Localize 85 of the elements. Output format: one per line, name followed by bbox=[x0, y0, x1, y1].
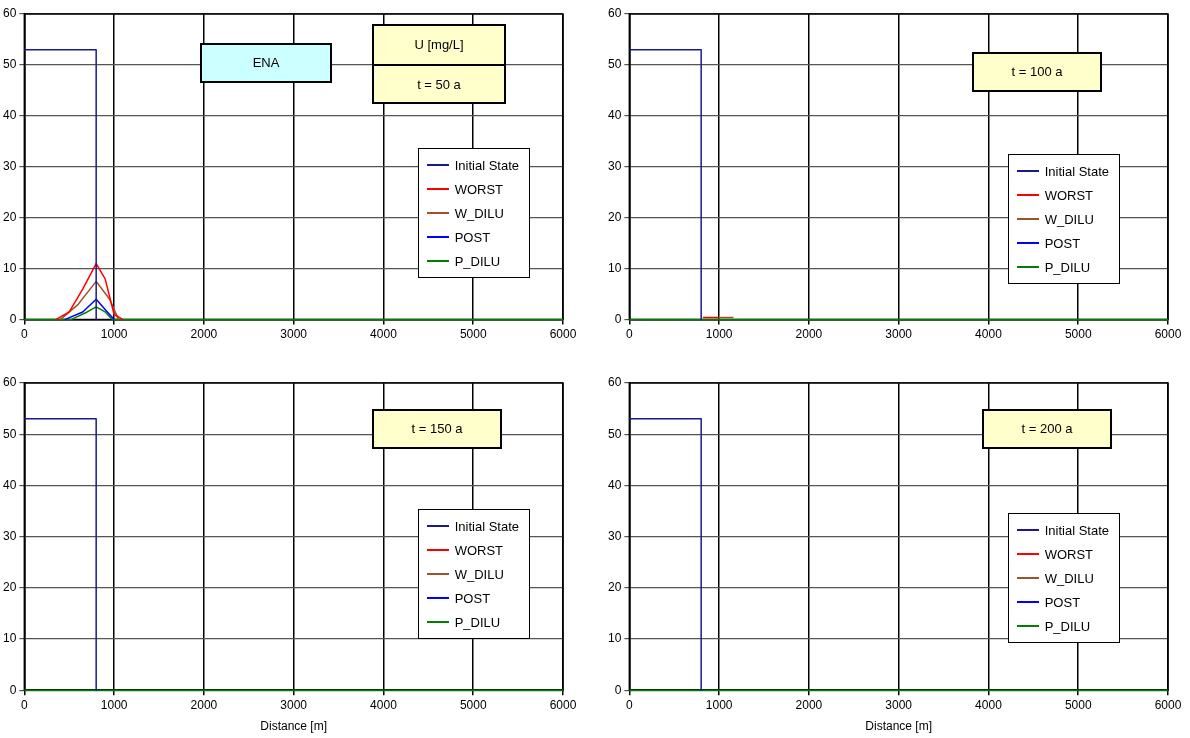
y-tick-label: 40 bbox=[2, 477, 17, 492]
x-tick-label: 0 bbox=[21, 327, 28, 342]
x-tick-label: 2000 bbox=[190, 697, 218, 712]
legend-label: W_DILU bbox=[454, 205, 504, 221]
text-box: t = 150 a bbox=[372, 409, 502, 449]
y-tick-label: 10 bbox=[607, 260, 622, 275]
y-tick-label: 60 bbox=[607, 375, 622, 390]
legend-label: POST bbox=[1044, 235, 1081, 251]
legend-label: W_DILU bbox=[454, 566, 504, 582]
y-tick-label: 20 bbox=[607, 580, 622, 595]
y-tick-label: 60 bbox=[2, 375, 17, 390]
x-tick-label: 5000 bbox=[1064, 697, 1092, 712]
y-tick-label: 10 bbox=[2, 631, 17, 646]
legend-label: W_DILU bbox=[1044, 570, 1094, 586]
x-tick-label: 4000 bbox=[975, 697, 1003, 712]
y-tick-label: 0 bbox=[9, 311, 17, 326]
y-tick-label: 30 bbox=[607, 528, 622, 543]
x-tick-label: 3000 bbox=[885, 697, 913, 712]
x-tick-label: 3000 bbox=[885, 327, 913, 342]
y-tick-label: 30 bbox=[2, 159, 17, 174]
y-tick-label: 50 bbox=[2, 57, 17, 72]
y-tick-label: 0 bbox=[614, 311, 622, 326]
legend-label: Initial State bbox=[454, 157, 519, 173]
y-tick-label: 40 bbox=[607, 108, 622, 123]
x-tick-label: 5000 bbox=[459, 327, 487, 342]
x-tick-label: 2000 bbox=[190, 327, 218, 342]
y-tick-label: 50 bbox=[607, 57, 622, 72]
legend-label: P_DILU bbox=[454, 253, 501, 269]
x-tick-label: 0 bbox=[626, 327, 633, 342]
y-tick-label: 50 bbox=[2, 426, 17, 441]
x-tick-label: 4000 bbox=[975, 327, 1003, 342]
y-tick-label: 10 bbox=[607, 631, 622, 646]
x-tick-label: 4000 bbox=[370, 697, 398, 712]
x-tick-label: 6000 bbox=[549, 697, 577, 712]
legend-label: WORST bbox=[1044, 546, 1094, 562]
y-tick-label: 10 bbox=[2, 260, 17, 275]
y-tick-label: 20 bbox=[2, 580, 17, 595]
y-tick-label: 40 bbox=[607, 477, 622, 492]
legend-label: POST bbox=[454, 229, 491, 245]
x-tick-label: 1000 bbox=[705, 327, 733, 342]
y-tick-label: 20 bbox=[607, 210, 622, 225]
x-tick-label: 2000 bbox=[795, 697, 823, 712]
x-tick-label: 4000 bbox=[370, 327, 398, 342]
x-tick-label: 1000 bbox=[100, 327, 128, 342]
legend-label: P_DILU bbox=[1044, 259, 1091, 275]
y-tick-label: 60 bbox=[607, 6, 622, 21]
legend-label: POST bbox=[454, 590, 491, 606]
x-tick-label: 6000 bbox=[1154, 327, 1182, 342]
x-tick-label: 1000 bbox=[705, 697, 733, 712]
legend-label: POST bbox=[1044, 594, 1081, 610]
y-tick-label: 20 bbox=[2, 210, 17, 225]
y-tick-label: 0 bbox=[9, 682, 17, 697]
y-tick-label: 50 bbox=[607, 426, 622, 441]
legend-label: P_DILU bbox=[1044, 618, 1091, 634]
x-axis-title: Distance [m] bbox=[865, 719, 933, 734]
y-tick-label: 40 bbox=[2, 108, 17, 123]
x-tick-label: 5000 bbox=[459, 697, 487, 712]
legend-label: WORST bbox=[1044, 187, 1094, 203]
x-tick-label: 6000 bbox=[549, 327, 577, 342]
x-tick-label: 1000 bbox=[100, 697, 128, 712]
annotation: t = 50 a bbox=[416, 76, 462, 94]
legend-label: W_DILU bbox=[1044, 211, 1094, 227]
x-tick-label: 3000 bbox=[280, 697, 308, 712]
y-tick-label: 0 bbox=[614, 682, 622, 697]
legend-label: P_DILU bbox=[454, 614, 501, 630]
x-tick-label: 0 bbox=[21, 697, 28, 712]
legend-label: Initial State bbox=[454, 518, 519, 534]
text-box: U [mg/L] t = 50 a bbox=[372, 24, 506, 104]
legend-label: WORST bbox=[454, 181, 504, 197]
legend-label: WORST bbox=[454, 542, 504, 558]
legend-label: Initial State bbox=[1044, 163, 1109, 179]
x-tick-label: 5000 bbox=[1064, 327, 1092, 342]
annotation: U [mg/L] bbox=[374, 26, 504, 66]
text-box: ENA bbox=[200, 43, 332, 83]
y-tick-label: 60 bbox=[2, 6, 17, 21]
text-box: t = 100 a bbox=[972, 52, 1102, 92]
y-tick-label: 30 bbox=[2, 528, 17, 543]
x-tick-label: 0 bbox=[626, 697, 633, 712]
y-tick-label: 30 bbox=[607, 159, 622, 174]
x-tick-label: 3000 bbox=[280, 327, 308, 342]
legend-label: Initial State bbox=[1044, 522, 1109, 538]
x-axis-title: Distance [m] bbox=[260, 719, 328, 734]
x-tick-label: 2000 bbox=[795, 327, 823, 342]
x-tick-label: 6000 bbox=[1154, 697, 1182, 712]
text-box: t = 200 a bbox=[982, 409, 1112, 449]
